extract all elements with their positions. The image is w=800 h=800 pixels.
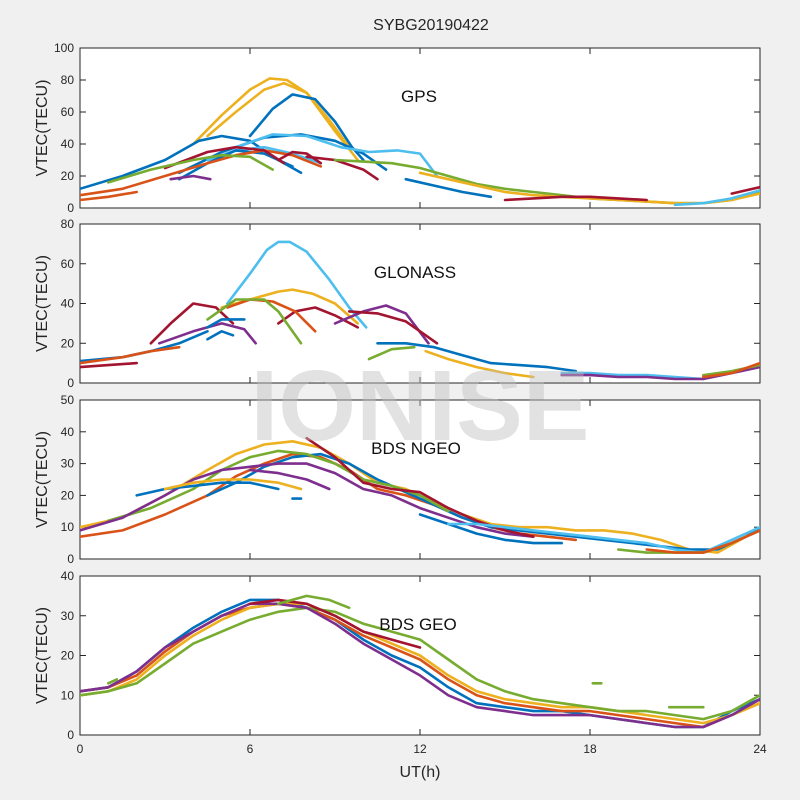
series-line-1-4 <box>333 304 430 345</box>
series-line-0-19 <box>730 185 760 195</box>
series-line-1-0 <box>226 240 368 329</box>
y-tick-label-2-5: 50 <box>61 393 75 407</box>
y-tick-label-3-3: 30 <box>61 609 75 623</box>
panel-0: 0 20 40 60 80 100 VTEC(TECU) GPS <box>34 41 761 215</box>
panel-3: 0 10 20 30 40 0 6 12 18 24 VTEC(TECU) BDS GEO <box>34 569 767 756</box>
series-line-1-17 <box>560 371 705 381</box>
y-tick-label-0-4: 80 <box>61 73 75 87</box>
y-axis-label-0: VTEC(TECU) <box>34 80 51 177</box>
series-group-0 <box>80 77 760 207</box>
y-tick-label-3-0: 0 <box>67 728 74 742</box>
series-line-3-7 <box>107 678 119 685</box>
series-line-0-1 <box>206 81 351 149</box>
y-tick-label-0-5: 100 <box>54 41 74 55</box>
series-line-1-16 <box>424 349 535 379</box>
series-line-0-11 <box>107 153 275 184</box>
y-tick-label-2-3: 30 <box>61 457 75 471</box>
series-group-2 <box>80 436 760 554</box>
series-line-1-12 <box>206 329 235 341</box>
x-axis-label: UT(h) <box>400 764 441 781</box>
series-group-1 <box>80 240 760 381</box>
series-line-1-8 <box>158 322 257 345</box>
series-line-0-12 <box>169 174 212 181</box>
series-line-3-3 <box>80 606 760 721</box>
y-tick-label-2-0: 0 <box>67 552 74 566</box>
series-line-1-7 <box>206 298 303 345</box>
y-tick-label-0-1: 20 <box>61 169 75 183</box>
series-line-1-11 <box>80 361 138 369</box>
series-line-3-4 <box>80 602 760 729</box>
y-tick-label-1-3: 60 <box>61 257 75 271</box>
y-tick-label-1-0: 0 <box>67 376 74 390</box>
y-tick-label-0-3: 60 <box>61 105 75 119</box>
series-line-1-20 <box>701 361 760 379</box>
series-line-1-14 <box>376 341 578 373</box>
x-tick-label-0: 0 <box>77 742 84 756</box>
panel-1: 0 20 40 60 80 VTEC(TECU) GLONASS <box>34 217 761 390</box>
series-line-2-6 <box>135 481 280 497</box>
series-line-1-6 <box>226 298 317 333</box>
series-line-2-12 <box>645 529 760 554</box>
y-tick-label-3-2: 20 <box>61 649 75 663</box>
series-line-1-13 <box>206 318 246 329</box>
series-line-0-0 <box>192 77 360 162</box>
y-axis-label-1: VTEC(TECU) <box>34 255 51 352</box>
x-tick-label-4: 24 <box>753 742 767 756</box>
series-line-0-18 <box>80 190 138 202</box>
watermark: IONISE <box>251 350 590 462</box>
x-tick-label-1: 6 <box>247 742 254 756</box>
y-tick-label-3-1: 10 <box>61 688 75 702</box>
y-tick-label-1-2: 40 <box>61 297 75 311</box>
series-line-0-4 <box>177 133 388 175</box>
y-tick-label-1-1: 20 <box>61 336 75 350</box>
panel-label-0: GPS <box>401 87 437 106</box>
y-tick-label-2-1: 10 <box>61 520 75 534</box>
y-tick-label-0-0: 0 <box>67 201 74 215</box>
series-line-1-10 <box>80 345 181 365</box>
series-line-3-2 <box>80 602 760 725</box>
series-line-3-6 <box>276 594 351 610</box>
series-line-2-2 <box>206 452 760 551</box>
panel-label-2: BDS NGEO <box>371 439 461 458</box>
panel-label-3: BDS GEO <box>379 615 456 634</box>
series-line-0-16 <box>404 177 493 199</box>
series-line-0-13 <box>305 155 379 181</box>
series-line-2-9 <box>418 513 564 545</box>
y-axis-label-3: VTEC(TECU) <box>34 607 51 704</box>
series-line-1-15 <box>367 345 416 361</box>
series-line-2-3 <box>107 449 450 523</box>
series-line-0-17 <box>503 195 649 202</box>
y-axis-label-2: VTEC(TECU) <box>34 431 51 528</box>
series-line-2-8 <box>248 468 331 491</box>
panel-2: 0 10 20 30 40 50 VTEC(TECU) BDS NGEO <box>34 393 761 566</box>
series-line-0-9 <box>163 145 286 170</box>
x-tick-label-2: 12 <box>413 742 427 756</box>
y-tick-label-0-2: 40 <box>61 137 75 151</box>
figure-title: SYBG20190422 <box>373 17 489 34</box>
series-line-1-2 <box>149 302 235 345</box>
series-line-3-5 <box>248 598 422 649</box>
series-line-1-5 <box>347 310 439 345</box>
series-group-3 <box>80 594 760 729</box>
series-line-2-7 <box>163 478 303 491</box>
x-tick-label-3: 18 <box>583 742 597 756</box>
y-tick-label-1-4: 80 <box>61 217 75 231</box>
series-line-0-20 <box>673 189 760 207</box>
series-line-0-5 <box>234 133 439 178</box>
plot-area-0 <box>79 47 761 209</box>
y-tick-label-3-4: 40 <box>61 569 75 583</box>
panel-label-1: GLONASS <box>374 263 456 282</box>
y-tick-label-2-2: 20 <box>61 488 75 502</box>
y-tick-label-2-4: 40 <box>61 425 75 439</box>
